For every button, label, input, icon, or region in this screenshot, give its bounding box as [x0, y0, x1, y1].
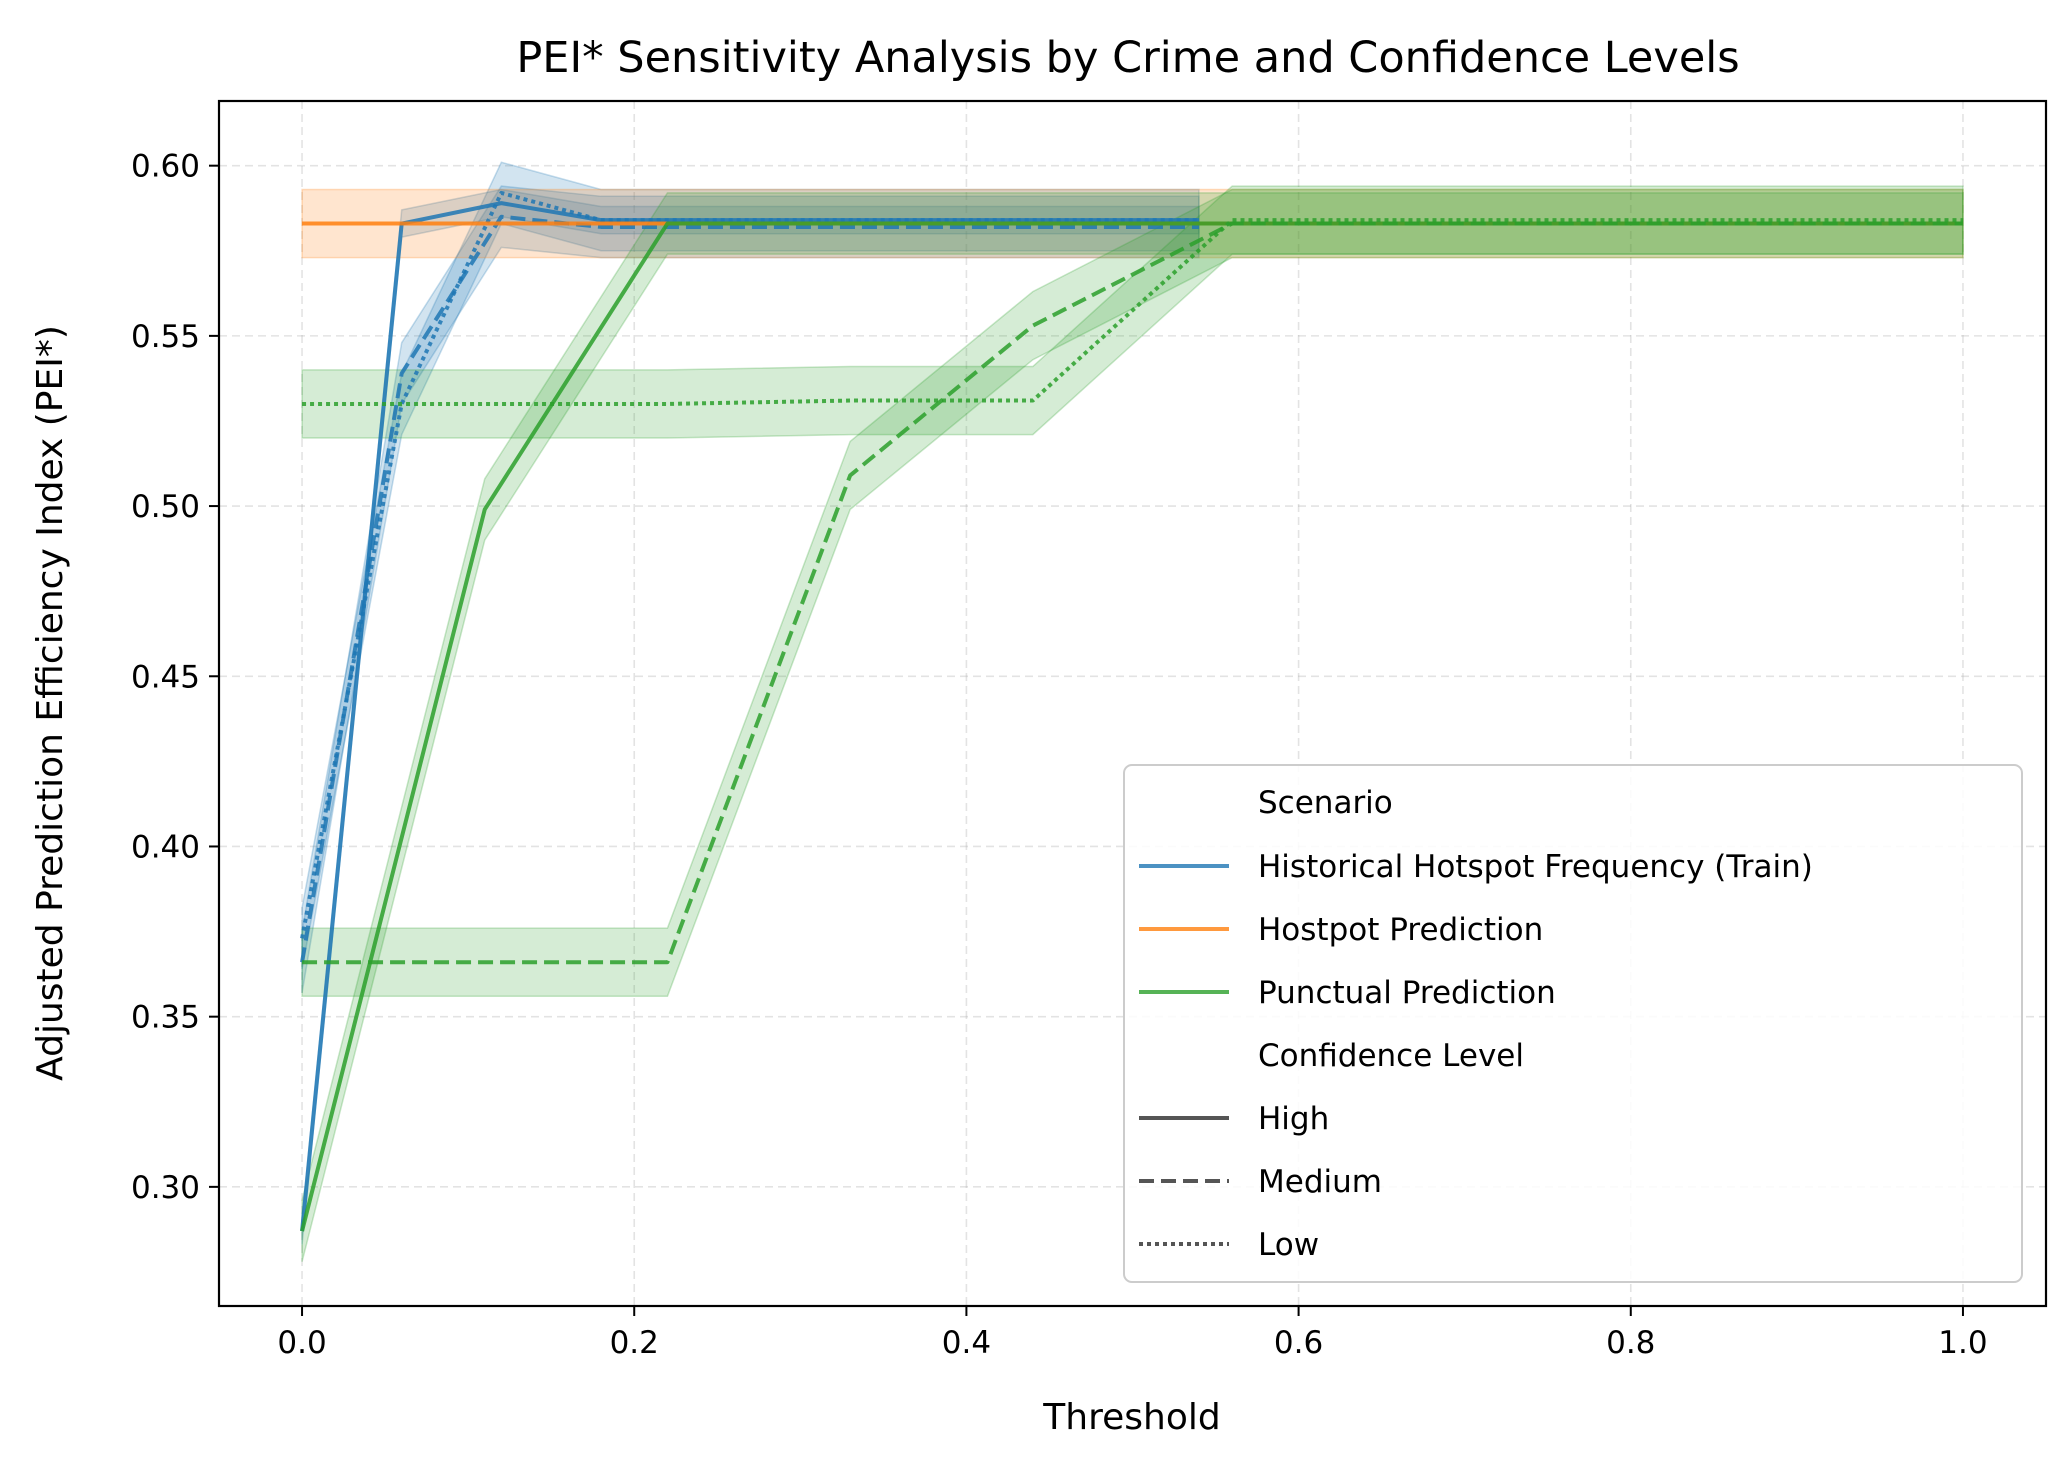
- y-tick-label: 0.35: [131, 1000, 200, 1036]
- y-tick-label: 0.50: [131, 489, 200, 525]
- legend-label-medium: Medium: [1258, 1164, 1382, 1200]
- axis-ticks: 0.0 0.2 0.4 0.6 0.8 1.0 0.30 0.35 0.40 0.45 0.50 0.…: [131, 149, 1988, 1361]
- legend-label-punctual: Punctual Prediction: [1258, 975, 1556, 1011]
- legend-label-historical: Historical Hotspot Frequency (Train): [1258, 849, 1813, 885]
- legend-label-hotspot: Hostpot Prediction: [1258, 912, 1543, 948]
- x-axis-title: Threshold: [1042, 1397, 1220, 1438]
- legend-label-high: High: [1258, 1101, 1329, 1137]
- series-lines: [300, 190, 1963, 1232]
- x-tick-label: 0.0: [277, 1325, 326, 1361]
- y-tick-label: 0.45: [131, 659, 200, 695]
- x-tick-label: 0.6: [1274, 1325, 1323, 1361]
- band-punctual-medium: [301, 188, 1964, 997]
- x-tick-label: 0.8: [1606, 1325, 1655, 1361]
- y-axis-title: Adjusted Prediction Efficiency Index (PE…: [30, 325, 71, 1081]
- x-tick-label: 1.0: [1938, 1325, 1987, 1361]
- legend-scenario-title: Scenario: [1258, 785, 1393, 821]
- y-tick-label: 0.30: [131, 1170, 200, 1206]
- legend-confidence-title: Confidence Level: [1258, 1038, 1524, 1074]
- line-punctual-medium: [302, 221, 1963, 965]
- grid: [219, 101, 2046, 1306]
- legend-box: [1123, 764, 2023, 1283]
- chart-title: PEI* Sensitivity Analysis by Crime and C…: [516, 33, 1739, 83]
- y-tick-label: 0.55: [131, 319, 200, 355]
- x-tick-label: 0.4: [942, 1325, 991, 1361]
- line-historical-medium: [300, 214, 1199, 963]
- band-punctual-high: [301, 192, 1964, 1262]
- plot-frame: [217, 99, 2048, 1308]
- x-tick-label: 0.2: [610, 1325, 659, 1361]
- y-tick-label: 0.40: [131, 829, 200, 865]
- y-tick-label: 0.60: [131, 149, 200, 185]
- line-historical-low: [300, 190, 1199, 939]
- legend: Scenario Historical Hotspot Frequency (T…: [1123, 764, 2023, 1283]
- legend-label-low: Low: [1258, 1227, 1319, 1263]
- band-historical-medium: [301, 185, 1200, 993]
